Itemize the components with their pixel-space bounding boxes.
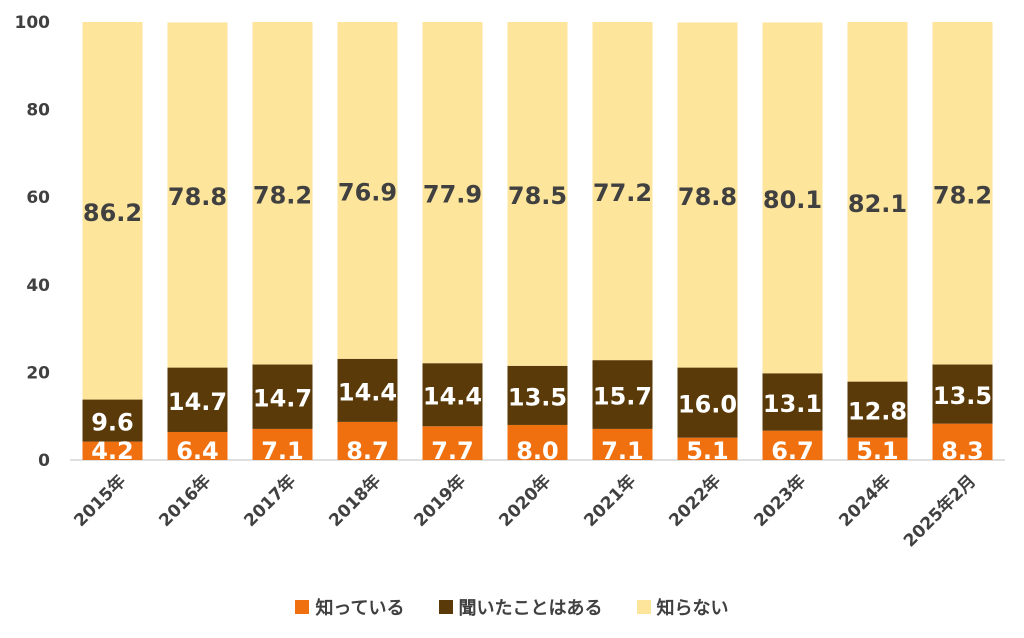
x-tick-label: 2025年2月 <box>899 471 980 552</box>
data-label: 13.5 <box>933 382 992 410</box>
data-label: 14.7 <box>168 388 227 416</box>
bar-segment <box>762 373 823 431</box>
bar-segment <box>932 22 993 365</box>
bar-segment <box>592 428 653 460</box>
data-label: 76.9 <box>338 178 397 206</box>
bar-segment <box>932 423 993 460</box>
bar-segment <box>422 363 483 427</box>
bar-segment <box>847 22 908 382</box>
x-tick-label: 2019年 <box>410 471 470 531</box>
bar-segment <box>762 22 823 374</box>
bar-segment <box>252 22 313 365</box>
y-tick-label: 100 <box>15 13 51 33</box>
y-tick-label: 80 <box>26 101 50 121</box>
data-label: 7.1 <box>601 437 644 465</box>
data-label: 13.1 <box>763 390 822 418</box>
legend-swatch-kiitakoto <box>438 600 453 614</box>
data-label: 77.9 <box>423 181 482 209</box>
legend-item-kiitakoto: 聞いたことはある <box>438 594 603 620</box>
bar-segment <box>167 431 228 460</box>
legend-item-shiranai: 知らない <box>636 594 729 620</box>
bar-segment <box>422 22 483 364</box>
data-label: 16.0 <box>678 391 737 419</box>
bar-segment <box>82 22 143 400</box>
legend-label-shiranai: 知らない <box>656 598 729 619</box>
bar-segment <box>82 441 143 460</box>
bar-segment <box>592 360 653 429</box>
bar-segment <box>337 22 398 359</box>
stacked-bar-chart: 0 20 40 60 80 100 4.29.6 86.2 2015年 6.4 14.7 78.8 20… <box>15 13 1005 552</box>
x-tick-label: 2023年 <box>750 471 810 531</box>
bar-segment <box>167 22 228 368</box>
bar-segment <box>932 364 993 424</box>
data-label: 86.2 <box>83 199 142 227</box>
data-label: 78.2 <box>253 181 312 209</box>
data-label: 80.1 <box>763 186 822 214</box>
data-label: 5.1 <box>856 437 899 465</box>
x-tick-label: 2018年 <box>325 471 385 531</box>
data-label: 6.4 <box>176 437 219 465</box>
bar-segment <box>252 428 313 460</box>
legend-item-shitteiru: 知っている <box>295 594 405 620</box>
x-tick-label: 2015年 <box>70 471 130 531</box>
data-label: 7.7 <box>431 437 474 465</box>
y-tick-label: 40 <box>26 276 50 296</box>
bar-segment <box>167 367 228 432</box>
data-label: 78.5 <box>508 182 567 210</box>
x-tick-label: 2020年 <box>495 471 555 531</box>
bar-segment <box>507 424 568 460</box>
x-tick-label: 2024年 <box>835 471 895 531</box>
x-tick-label: 2021年 <box>580 471 640 531</box>
legend-swatch-shitteiru <box>295 600 310 614</box>
data-label: 77.2 <box>593 179 652 207</box>
x-tick-label: 2022年 <box>665 471 725 531</box>
data-label: 9.6 <box>91 409 134 437</box>
bar-segment <box>677 22 738 368</box>
data-label: 6.7 <box>771 437 814 465</box>
data-label: 5.1 <box>686 437 729 465</box>
data-label: 78.2 <box>933 181 992 209</box>
bar-segment <box>422 426 483 460</box>
data-label: 82.1 <box>848 190 907 218</box>
data-label: 8.7 <box>346 437 389 465</box>
data-label: 13.5 <box>508 383 567 411</box>
bar-segment <box>847 437 908 460</box>
data-label: 14.4 <box>338 378 397 406</box>
y-tick-label: 60 <box>26 188 50 208</box>
data-label: 7.1 <box>261 437 304 465</box>
data-label: 12.8 <box>848 398 907 426</box>
legend-swatch-shiranai <box>636 600 651 614</box>
bar-segment <box>592 22 653 361</box>
legend-label-shitteiru: 知っている <box>315 598 405 619</box>
data-label: 14.7 <box>253 385 312 413</box>
x-tick-label: 2017年 <box>240 471 300 531</box>
legend: 知っている 聞いたことはある 知らない <box>0 592 1024 622</box>
bar-segment <box>507 365 568 425</box>
bar-segment <box>252 364 313 429</box>
bar-segment <box>507 22 568 366</box>
data-label: 4.2 <box>91 437 134 465</box>
bar-segment <box>762 430 823 460</box>
y-tick-label: 20 <box>26 363 50 383</box>
bar-segment <box>337 358 398 422</box>
y-tick-label: 0 <box>38 451 50 471</box>
x-tick-label: 2016年 <box>155 471 215 531</box>
data-label: 15.7 <box>593 383 652 411</box>
bar-segment <box>847 381 908 438</box>
bar-segment <box>82 399 143 442</box>
bar-segment <box>337 421 398 460</box>
data-label: 8.3 <box>941 437 984 465</box>
data-label: 8.0 <box>516 437 559 465</box>
data-label: 14.4 <box>423 383 482 411</box>
plot-area: 0 20 40 60 80 100 4.29.6 86.2 2015年 6.4 14.7 78.8 20… <box>15 13 1005 552</box>
data-label: 78.8 <box>168 183 227 211</box>
legend-label-kiitakoto: 聞いたことはある <box>458 598 603 619</box>
data-label: 78.8 <box>678 183 737 211</box>
bar-segment <box>677 367 738 438</box>
bar-segment <box>677 437 738 460</box>
